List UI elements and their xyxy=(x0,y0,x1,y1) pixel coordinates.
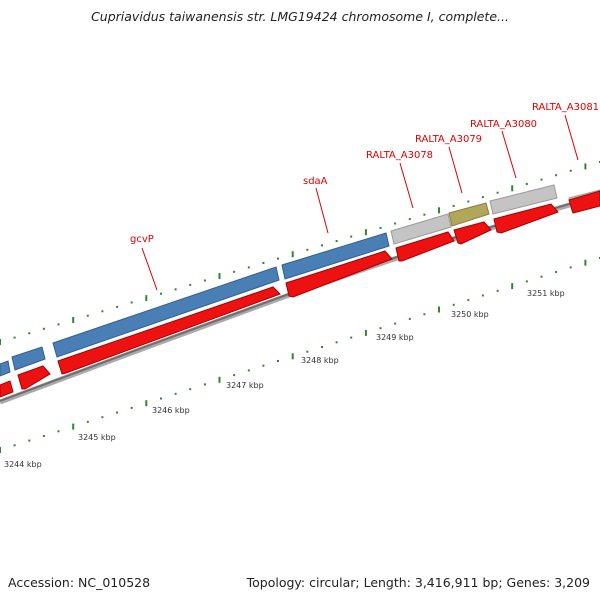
cds-partial-left-1[interactable] xyxy=(0,380,14,398)
accession-text: Accession: NC_010528 xyxy=(8,575,151,590)
scale-label-3246: 3246 kbp xyxy=(152,406,190,415)
gene-partial-left-1[interactable] xyxy=(0,360,11,377)
gene-RALTA_A3080[interactable] xyxy=(489,184,558,215)
gene-gcvP[interactable] xyxy=(52,266,280,358)
scale-labels: 3244 kbp 3245 kbp 3246 kbp 3247 kbp 3248… xyxy=(4,289,565,469)
scale-label-3249: 3249 kbp xyxy=(376,333,414,342)
gene-sdaA[interactable] xyxy=(281,232,390,280)
gene-label-RALTA_A3079: RALTA_A3079 xyxy=(415,134,482,145)
cds-RALTA_A3080[interactable] xyxy=(493,203,559,234)
gene-label-RALTA_A3080: RALTA_A3080 xyxy=(470,119,537,130)
genome-stats-text: Topology: circular; Length: 3,416,911 bp… xyxy=(246,575,590,590)
cds-gcvP[interactable] xyxy=(57,286,281,375)
gene-RALTA_A3079[interactable] xyxy=(448,202,490,227)
label-leaders xyxy=(141,114,579,291)
scale-label-3248: 3248 kbp xyxy=(301,356,339,365)
scale-label-3250: 3250 kbp xyxy=(451,310,489,319)
scale-label-3247: 3247 kbp xyxy=(226,381,264,390)
scale-label-3245: 3245 kbp xyxy=(78,433,116,442)
gene-label-RALTA_A3078: RALTA_A3078 xyxy=(366,150,433,161)
map-title: Cupriavidus taiwanensis str. LMG19424 ch… xyxy=(91,9,509,24)
gene-label-sdaA: sdaA xyxy=(303,176,328,187)
cds-RALTA_A3079[interactable] xyxy=(453,221,492,245)
gene-partial-left-2[interactable] xyxy=(11,346,46,371)
cds-RALTA_A3078[interactable] xyxy=(395,231,455,262)
scale-label-3244: 3244 kbp xyxy=(4,460,42,469)
cds-sdaA[interactable] xyxy=(285,250,393,298)
gene-label-gcvP: gcvP xyxy=(130,234,154,245)
cds-partial-left-2[interactable] xyxy=(17,365,51,390)
gene-labels: gcvP sdaA RALTA_A3078 RALTA_A3079 RALTA_… xyxy=(130,102,599,245)
cds-RALTA_A3081-partial[interactable] xyxy=(568,190,600,214)
gene-RALTA_A3078[interactable] xyxy=(390,213,452,245)
gene-label-RALTA_A3081: RALTA_A3081 xyxy=(532,102,599,113)
cds-features xyxy=(0,190,600,398)
scale-label-3251: 3251 kbp xyxy=(527,289,565,298)
outer-tick-marks xyxy=(0,161,600,345)
forward-strand-genes xyxy=(0,184,600,377)
scale-tick-marks xyxy=(0,257,600,453)
